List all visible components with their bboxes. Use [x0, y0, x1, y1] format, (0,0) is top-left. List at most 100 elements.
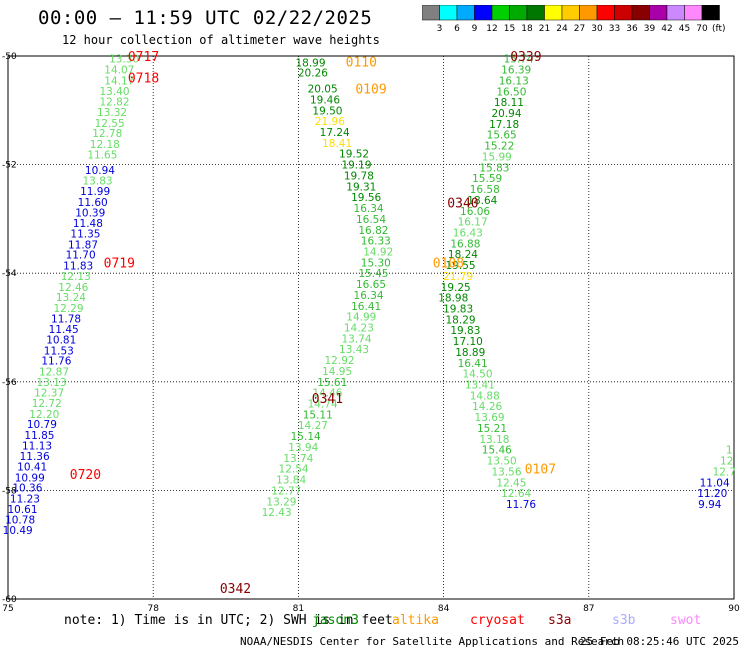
y-tick-label: -56 [2, 378, 17, 388]
wave-height-label: 13.84 [276, 475, 306, 487]
wave-height-label: 16.88 [450, 238, 480, 250]
wave-height-label: 11.60 [78, 197, 108, 209]
wave-height-label: 13.41 [465, 380, 495, 392]
wave-height-label: 19.52 [339, 149, 369, 161]
wave-height-label: 16.17 [458, 217, 488, 229]
wave-height-label: 15.61 [317, 377, 347, 389]
wave-height-label: 14.07 [104, 65, 134, 77]
wave-height-label: 11.53 [44, 345, 74, 357]
wave-height-label: 11.83 [63, 261, 93, 273]
wave-height-label: 21.96 [315, 116, 345, 128]
wave-height-label: 11.99 [80, 186, 110, 198]
wave-height-label: 10.99 [15, 472, 45, 484]
pass-time-label: 0718 [128, 72, 159, 87]
wave-height-label: 14.95 [322, 366, 352, 378]
x-tick-label: 84 [438, 604, 450, 614]
wave-height-label: 15.46 [482, 445, 512, 457]
timestamp: 25 Feb 08:25:46 UTC 2025 [580, 635, 739, 648]
wave-height-label: 14.99 [346, 312, 376, 324]
satellite-legend-item: s3a [548, 613, 572, 628]
pass-time-label: 0107 [525, 463, 556, 478]
wave-height-label: 12.43 [262, 507, 292, 519]
pass-time-label: 0108 [433, 256, 464, 271]
wave-height-label: 14.46 [312, 388, 342, 400]
y-tick-label: -50 [2, 52, 17, 62]
wave-height-label: 12.82 [99, 97, 129, 109]
pass-time-label: 0110 [346, 55, 377, 70]
wave-height-label: 15.22 [484, 141, 514, 153]
wave-height-label: 11.04 [700, 477, 730, 489]
pass-time-label: 0717 [128, 50, 159, 65]
wave-height-label: 12.45 [496, 477, 526, 489]
wave-height-label: 18.41 [322, 138, 352, 150]
chart-title: 00:00 – 11:59 UTC 02/22/2025 [38, 7, 373, 29]
wave-height-label: 15.30 [361, 257, 391, 269]
wave-height-label: 19.83 [450, 325, 480, 337]
y-tick-label: -54 [2, 269, 17, 279]
wave-height-label: 20.26 [298, 67, 328, 79]
wave-height-label: 18.64 [467, 195, 497, 207]
wave-height-label: 19.50 [312, 105, 342, 117]
colorbar-swatch [701, 5, 720, 21]
pass-time-label: 0720 [70, 468, 101, 483]
wave-height-label: 18.99 [295, 58, 325, 70]
pass-time-label: 0719 [104, 256, 135, 271]
wave-height-label: 11.23 [10, 494, 40, 506]
colorbar-tick-label: 42 [661, 24, 672, 34]
wave-height-label: 12.29 [53, 303, 83, 315]
pass-time-label: 0109 [355, 83, 386, 98]
wave-height-label: 16.82 [358, 225, 388, 237]
wave-height-label: 14.23 [344, 323, 374, 335]
wave-height-label: 19.25 [441, 282, 471, 294]
wave-height-label: 13.29 [266, 496, 296, 508]
colorbar-tick-label: 36 [626, 24, 638, 34]
wave-height-label: 14.17 [104, 75, 134, 87]
wave-height-label: 15.14 [291, 431, 321, 443]
colorbar-tick-label: 21 [539, 24, 550, 34]
wave-height-label: 19.46 [310, 94, 340, 106]
colorbar-tick-label: 45 [679, 24, 690, 34]
wave-height-label: 11.36 [20, 451, 50, 463]
wave-height-label: 16.06 [460, 206, 490, 218]
wave-height-label: 12.37 [34, 388, 64, 400]
wave-height-label: 15.83 [479, 162, 509, 174]
wave-height-label: 19.83 [443, 303, 473, 315]
wave-height-label: 20.94 [491, 108, 521, 120]
wave-height-label: 1 [726, 445, 733, 457]
wave-height-label: 11.76 [506, 499, 536, 511]
colorbar-tick-label: 3 [437, 24, 443, 34]
colorbar-tick-label: 15 [504, 24, 515, 34]
wave-height-label: 11.85 [24, 430, 54, 442]
wave-height-label: 10.41 [17, 462, 47, 474]
wave-height-label: 12.78 [92, 128, 122, 140]
wave-height-label: 17.18 [489, 119, 519, 131]
wave-height-label: 16.41 [458, 358, 488, 370]
wave-height-label: 19.56 [351, 192, 381, 204]
wave-height-label: 10.61 [7, 504, 37, 516]
satellite-legend-item: jason3 [312, 613, 359, 628]
wave-height-label: 11.13 [22, 440, 52, 452]
wave-height-label: 13.24 [56, 292, 86, 304]
wave-height-label: 11.35 [70, 229, 100, 241]
wave-height-label: 13.30 [109, 54, 139, 66]
colorbar-tick-label: 30 [591, 24, 603, 34]
wave-height-label: 10.49 [3, 525, 33, 537]
wave-height-label: 19.19 [341, 160, 371, 172]
wave-height-label: 9.94 [698, 499, 722, 511]
wave-height-label: 14.74 [308, 399, 338, 411]
wave-height-label: 13.50 [487, 456, 517, 468]
wave-height-label: 16.43 [453, 227, 483, 239]
wave-height-label: 19.31 [346, 181, 376, 193]
x-tick-label: 90 [728, 604, 740, 614]
wave-height-label: 12.13 [61, 271, 91, 283]
wave-height-label: 18.89 [455, 347, 485, 359]
wave-height-label: 13.32 [97, 107, 127, 119]
wave-height-label: 11.87 [68, 239, 98, 251]
wave-height-label: 13.43 [339, 344, 369, 356]
wave-height-label: 16.13 [499, 75, 529, 87]
wave-height-label: 12.55 [95, 118, 125, 130]
wave-height-label: 13.13 [37, 377, 67, 389]
wave-height-label: 15.45 [358, 268, 388, 280]
wave-height-label: 13.69 [475, 412, 505, 424]
credit-text: NOAA/NESDIS Center for Satellite Applica… [240, 635, 625, 648]
